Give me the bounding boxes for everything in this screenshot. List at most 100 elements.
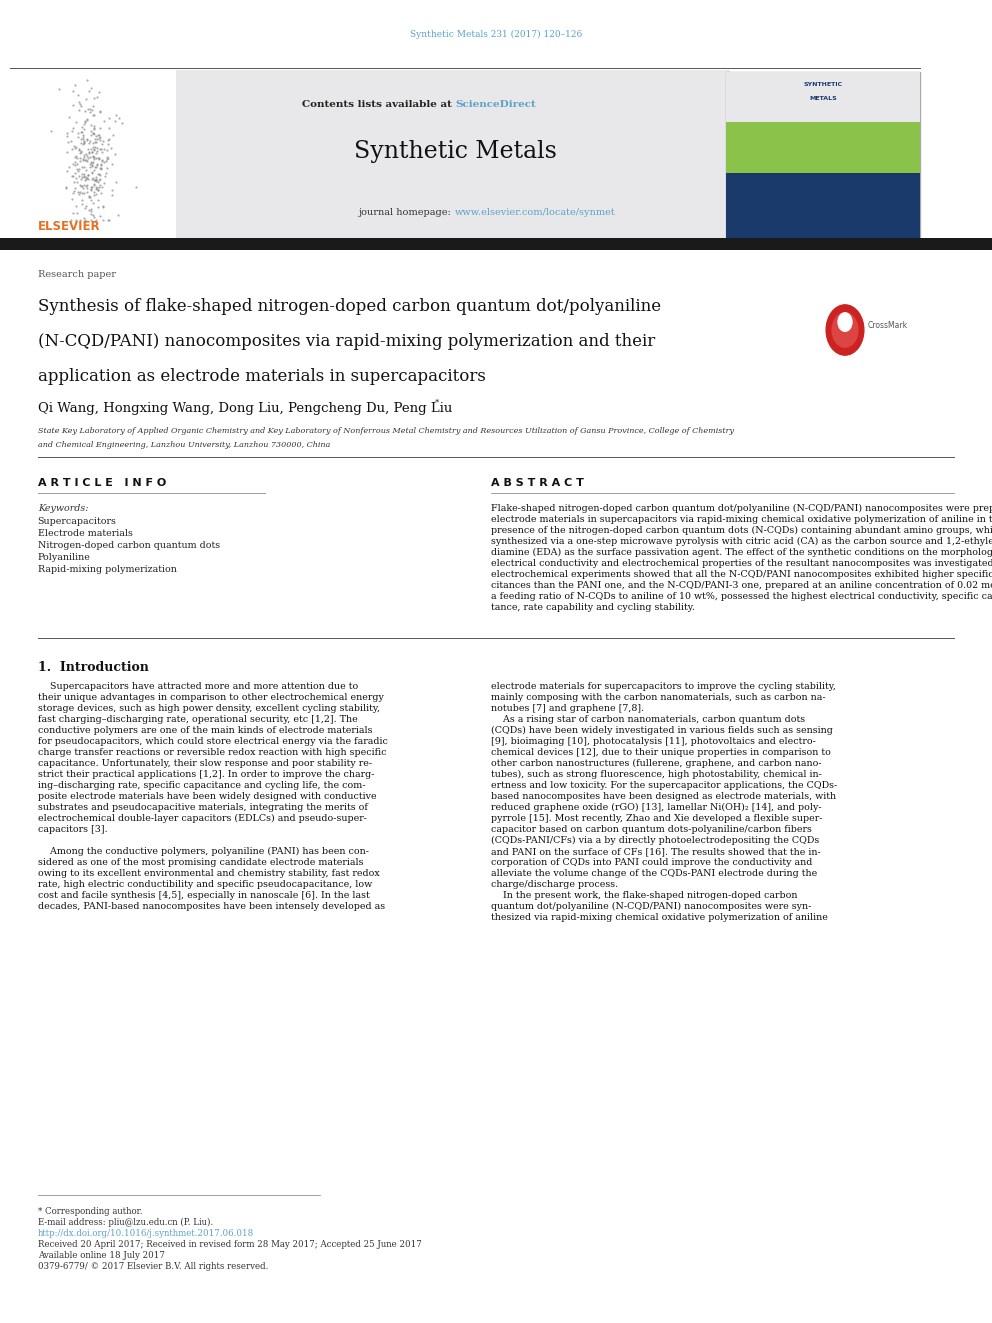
Point (72, 175, 88, 196)
Point (82, 156, 98, 177)
Point (80, 168, 96, 189)
Text: As a rising star of carbon nanomaterials, carbon quantum dots: As a rising star of carbon nanomaterials… (491, 714, 806, 724)
Text: and Chemical Engineering, Lanzhou University, Lanzhou 730000, China: and Chemical Engineering, Lanzhou Univer… (38, 441, 330, 448)
Text: Qi Wang, Hongxing Wang, Dong Liu, Pengcheng Du, Peng Liu: Qi Wang, Hongxing Wang, Dong Liu, Pengch… (38, 402, 452, 415)
Text: substrates and pseudocapacitive materials, integrating the merits of: substrates and pseudocapacitive material… (38, 803, 368, 812)
Point (93, 183, 109, 204)
Text: pyrrole [15]. Most recently, Zhao and Xie developed a flexible super-: pyrrole [15]. Most recently, Zhao and Xi… (491, 814, 822, 823)
Point (86, 139, 102, 160)
Point (78, 143, 94, 164)
Point (67, 151, 83, 172)
Point (100, 130, 116, 151)
Point (59, 142, 74, 163)
Text: capacitor based on carbon quantum dots-polyaniline/carbon fibers: capacitor based on carbon quantum dots-p… (491, 826, 811, 833)
Text: decades, PANI-based nanocomposites have been intensely developed as: decades, PANI-based nanocomposites have … (38, 902, 385, 912)
Point (101, 118, 117, 139)
Point (76, 165, 92, 187)
Point (65, 153, 81, 175)
Point (69, 159, 85, 180)
Point (76, 149, 92, 171)
Text: strict their practical applications [1,2]. In order to improve the charg-: strict their practical applications [1,2… (38, 770, 374, 779)
Point (88, 86, 104, 107)
Point (76, 131, 92, 152)
Point (84, 152, 100, 173)
Point (85, 132, 101, 153)
Point (89, 177, 105, 198)
Point (70, 127, 86, 148)
Point (79, 130, 95, 151)
Point (128, 177, 144, 198)
Point (65, 202, 81, 224)
Text: diamine (EDA) as the surface passivation agent. The effect of the synthetic cond: diamine (EDA) as the surface passivation… (491, 548, 992, 557)
Point (89, 138, 105, 159)
Point (89, 124, 105, 146)
Point (107, 111, 123, 132)
Point (59, 176, 74, 197)
Point (59, 160, 74, 181)
Point (83, 209, 99, 230)
Point (70, 85, 86, 106)
Point (73, 167, 89, 188)
Text: A R T I C L E   I N F O: A R T I C L E I N F O (38, 478, 166, 488)
Text: http://dx.doi.org/10.1016/j.synthmet.2017.06.018: http://dx.doi.org/10.1016/j.synthmet.201… (38, 1229, 254, 1238)
Point (86, 139, 102, 160)
Point (90, 180, 106, 201)
Text: presence of the nitrogen-doped carbon quantum dots (N-CQDs) containing abundant : presence of the nitrogen-doped carbon qu… (491, 527, 992, 534)
Point (84, 136, 100, 157)
Point (72, 209, 88, 230)
Point (92, 102, 108, 123)
Point (93, 159, 109, 180)
Point (85, 122, 101, 143)
Point (78, 128, 94, 149)
Point (84, 156, 100, 177)
Text: ertness and low toxicity. For the supercapacitor applications, the CQDs-: ertness and low toxicity. For the superc… (491, 781, 837, 790)
Point (75, 127, 91, 148)
Text: Polyaniline: Polyaniline (38, 553, 90, 562)
Point (67, 74, 83, 95)
Point (94, 196, 110, 217)
Point (90, 163, 106, 184)
Point (81, 200, 97, 221)
Point (81, 185, 97, 206)
Point (79, 99, 95, 120)
Point (76, 156, 92, 177)
Point (88, 148, 104, 169)
Point (89, 153, 105, 175)
Text: reduced graphene oxide (rGO) [13], lamellar Ni(OH)₂ [14], and poly-: reduced graphene oxide (rGO) [13], lamel… (491, 803, 821, 812)
Point (75, 128, 91, 149)
Text: Synthesis of flake-shaped nitrogen-doped carbon quantum dot/polyaniline: Synthesis of flake-shaped nitrogen-doped… (38, 298, 661, 315)
Point (92, 130, 108, 151)
Point (76, 144, 92, 165)
Point (88, 167, 104, 188)
Point (93, 157, 109, 179)
Point (94, 149, 110, 171)
Point (89, 140, 105, 161)
Point (100, 147, 116, 168)
Text: electrical conductivity and electrochemical properties of the resultant nanocomp: electrical conductivity and electrochemi… (491, 560, 992, 568)
Text: 0379-6779/ © 2017 Elsevier B.V. All rights reserved.: 0379-6779/ © 2017 Elsevier B.V. All righ… (38, 1262, 268, 1271)
Point (68, 196, 84, 217)
Point (94, 149, 110, 171)
Point (79, 167, 95, 188)
Point (82, 204, 98, 225)
Point (99, 148, 115, 169)
Text: 1.  Introduction: 1. Introduction (38, 662, 149, 673)
Point (96, 139, 112, 160)
Text: CrossMark: CrossMark (868, 320, 908, 329)
Point (84, 142, 100, 163)
Text: for pseudocapacitors, which could store electrical energy via the faradic: for pseudocapacitors, which could store … (38, 737, 388, 746)
Point (79, 147, 95, 168)
Point (64, 165, 80, 187)
Point (64, 120, 80, 142)
Point (78, 167, 94, 188)
Point (87, 209, 103, 230)
Point (76, 163, 92, 184)
Point (83, 179, 99, 200)
Point (87, 128, 103, 149)
Text: corporation of CQDs into PANI could improve the conductivity and: corporation of CQDs into PANI could impr… (491, 859, 812, 867)
Point (96, 172, 112, 193)
Point (80, 164, 96, 185)
Point (74, 156, 90, 177)
Point (75, 183, 91, 204)
Point (83, 120, 99, 142)
